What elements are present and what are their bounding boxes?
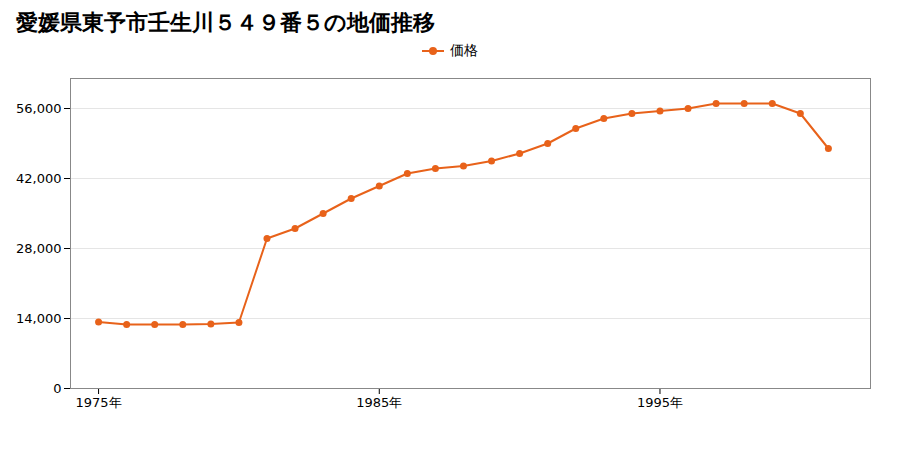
svg-text:1985年: 1985年 — [356, 395, 402, 410]
svg-text:28,000: 28,000 — [16, 241, 62, 256]
html-text:愛媛県東予市壬生川５４９番５の地価推移: 愛媛県東予市壬生川５４９番５の地価推移 — [16, 10, 435, 35]
svg-text:14,000: 14,000 — [16, 311, 62, 326]
svg-text:1975年: 1975年 — [76, 395, 122, 410]
html-text:価格: 価格 — [450, 42, 478, 58]
svg-text:56,000: 56,000 — [16, 101, 62, 116]
svg-text:1995年: 1995年 — [637, 395, 683, 410]
svg-text:0: 0 — [53, 381, 61, 396]
svg-text:42,000: 42,000 — [16, 171, 62, 186]
